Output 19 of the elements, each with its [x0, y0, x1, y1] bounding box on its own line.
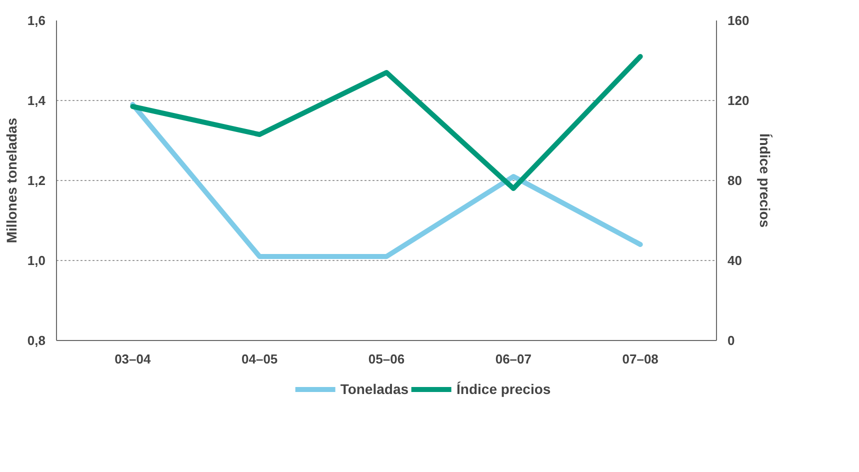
- x-tick-label: 05–06: [368, 352, 405, 366]
- y2-tick-label: 80: [728, 173, 742, 188]
- x-tick-label: 04–05: [242, 352, 278, 366]
- y-tick-label: 1,4: [27, 93, 46, 108]
- y-tick-label: 1,2: [27, 173, 46, 188]
- x-tick-label: 06–07: [495, 352, 532, 366]
- legend-label: Índice precios: [456, 381, 551, 397]
- x-tick-label: 03–04: [114, 352, 152, 366]
- y-tick-label: 1,6: [27, 13, 46, 28]
- x-tick-label: 07–08: [622, 352, 658, 366]
- y2-tick-label: 40: [728, 253, 742, 268]
- y-tick-label: 0,8: [27, 333, 46, 348]
- y-tick-label: 1,0: [27, 253, 46, 268]
- y2-axis-title: Índice precios: [757, 133, 774, 228]
- y2-tick-label: 120: [728, 93, 750, 108]
- y2-tick-label: 160: [728, 13, 750, 28]
- y-axis-title: Millones toneladas: [3, 118, 20, 244]
- y2-tick-label: 0: [728, 333, 735, 348]
- legend-label: Toneladas: [340, 381, 409, 397]
